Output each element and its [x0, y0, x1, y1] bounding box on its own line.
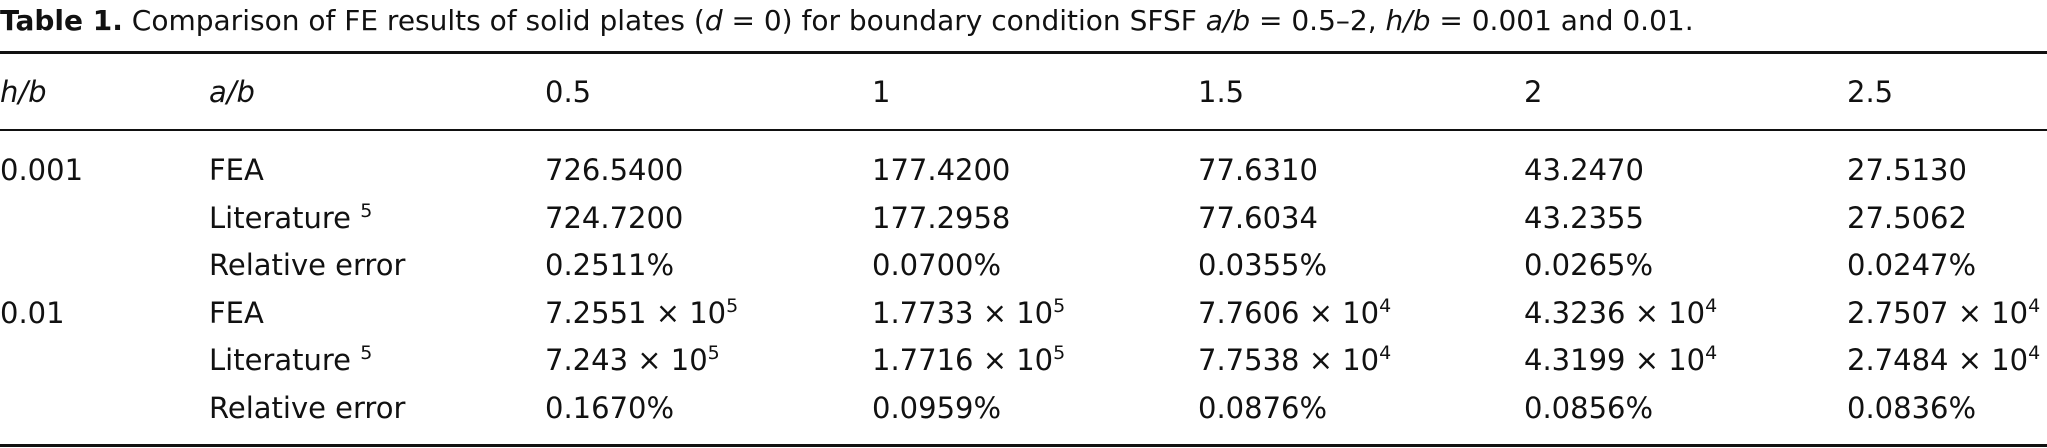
value-cell: 77.6310 [1198, 153, 1318, 187]
mantissa: 1.7716 × 10 [872, 343, 1054, 377]
mantissa: 4.3236 × 10 [1524, 295, 1706, 330]
exponent: 4 [2028, 342, 2041, 364]
method-cell: FEA [209, 152, 264, 188]
value-cell: 0.1670% [545, 390, 675, 425]
value-cell: 0.0959% [872, 390, 1002, 425]
method-cell: Literature 5 [209, 342, 372, 382]
caption-text: h/b [1385, 4, 1431, 37]
exponent: 5 [726, 294, 739, 317]
method-cell: Relative error [209, 390, 405, 426]
value-cell: 0.0836% [1847, 390, 1977, 425]
method-label: FEA [209, 295, 264, 330]
caption-text: Comparison of FE results of solid plates… [131, 4, 705, 37]
value-cell: 27.5130 [1847, 153, 1967, 187]
method-label: FEA [209, 153, 264, 187]
exponent: 4 [1705, 294, 1718, 317]
header-cell: 0.5 [545, 75, 592, 109]
table-caption: Table 1. Comparison of FE results of sol… [0, 4, 1694, 37]
mantissa: 2.7507 × 10 [1847, 295, 2029, 330]
caption-label: Table 1. [0, 4, 123, 37]
group-cell: 0.001 [0, 153, 84, 187]
header-cell: 1 [872, 75, 891, 109]
exponent: 5 [1053, 342, 1066, 364]
exponent: 5 [1053, 294, 1066, 317]
caption-text: = 0.001 and 0.01. [1430, 4, 1694, 37]
exponent: 4 [1379, 294, 1392, 317]
value-cell: 0.0265% [1524, 248, 1654, 282]
method-label: Relative error [209, 248, 406, 282]
value-cell: 43.2470 [1524, 153, 1644, 187]
header-cell: 2 [1524, 75, 1543, 109]
value-cell: 4.3199 × 104 [1524, 342, 1717, 382]
value-cell: 4.3236 × 104 [1524, 295, 1717, 335]
exponent: 4 [1705, 342, 1718, 364]
value-cell: 2.7507 × 104 [1847, 295, 2040, 335]
caption-text: = 0) for boundary condition SFSF [722, 4, 1206, 37]
caption-text: d [704, 4, 723, 37]
value-cell: 77.6034 [1198, 200, 1318, 235]
caption-text: = 0.5–2, [1250, 4, 1386, 37]
caption-text: a/b [1205, 4, 1251, 37]
top-rule [0, 51, 2047, 54]
value-cell: 0.0355% [1198, 248, 1328, 282]
value-cell: 0.0876% [1198, 390, 1328, 425]
mantissa: 7.2551 × 10 [545, 295, 727, 330]
reference: 5 [360, 199, 373, 222]
value-cell: 2.7484 × 104 [1847, 342, 2040, 382]
method-cell: FEA [209, 295, 264, 331]
method-label: Literature [209, 200, 351, 235]
value-cell: 7.2551 × 105 [545, 295, 738, 335]
value-cell: 0.0247% [1847, 248, 1977, 282]
value-cell: 0.2511% [545, 248, 675, 282]
value-cell: 724.7200 [545, 200, 684, 235]
method-label: Relative error [209, 390, 406, 425]
mantissa: 7.243 × 10 [545, 343, 708, 377]
value-cell: 7.243 × 105 [545, 342, 720, 382]
bottom-rule [0, 444, 2047, 447]
method-label: Literature [209, 343, 351, 377]
mantissa: 4.3199 × 10 [1524, 343, 1706, 377]
value-cell: 177.4200 [872, 153, 1011, 187]
value-cell: 7.7606 × 104 [1198, 295, 1391, 335]
exponent: 5 [707, 342, 720, 364]
header-cell: h/b [0, 75, 47, 109]
value-cell: 1.7733 × 105 [872, 295, 1065, 335]
mantissa: 1.7733 × 10 [872, 295, 1054, 330]
mantissa: 7.7538 × 10 [1198, 343, 1380, 377]
mantissa: 7.7606 × 10 [1198, 295, 1380, 330]
exponent: 4 [1379, 342, 1392, 364]
value-cell: 0.0856% [1524, 390, 1654, 425]
value-cell: 726.5400 [545, 153, 684, 187]
value-cell: 43.2355 [1524, 200, 1644, 235]
mantissa: 2.7484 × 10 [1847, 343, 2029, 377]
value-cell: 1.7716 × 105 [872, 342, 1065, 382]
header-cell: a/b [209, 75, 255, 109]
header-cell: 1.5 [1198, 75, 1245, 109]
group-cell: 0.01 [0, 295, 65, 330]
reference: 5 [360, 342, 373, 364]
header-cell: 2.5 [1847, 75, 1894, 109]
method-cell: Relative error [209, 247, 405, 283]
value-cell: 27.5062 [1847, 200, 1967, 235]
header-rule [0, 129, 2047, 131]
value-cell: 7.7538 × 104 [1198, 342, 1391, 382]
value-cell: 0.0700% [872, 248, 1002, 282]
value-cell: 177.2958 [872, 200, 1011, 235]
method-cell: Literature 5 [209, 200, 372, 240]
exponent: 4 [2028, 294, 2041, 317]
